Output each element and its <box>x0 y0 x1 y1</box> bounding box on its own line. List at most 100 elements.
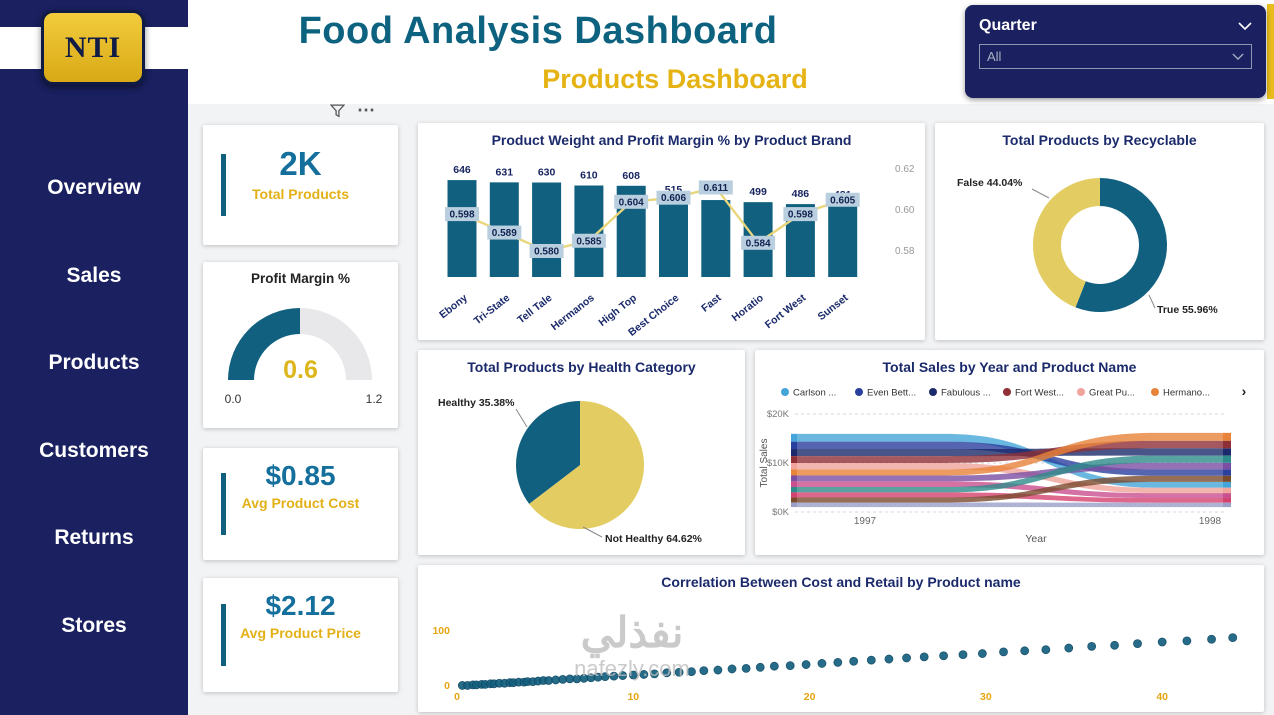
svg-text:0.62: 0.62 <box>895 164 915 175</box>
svg-text:0.58: 0.58 <box>895 246 915 257</box>
gauge-min-label: 0.0 <box>224 392 242 406</box>
scatter-card: Correlation Between Cost and Retail by P… <box>418 565 1264 712</box>
svg-text:499: 499 <box>749 186 767 198</box>
svg-text:40: 40 <box>1156 691 1168 703</box>
svg-text:Hermanos: Hermanos <box>549 292 597 333</box>
svg-text:Horatio: Horatio <box>730 292 766 324</box>
svg-text:Fort West...: Fort West... <box>1015 388 1064 399</box>
kpi-value-avg-cost: $0.85 <box>265 460 336 491</box>
svg-text:0.589: 0.589 <box>492 228 517 239</box>
kpi-value-total-products: 2K <box>279 145 322 182</box>
page-subtitle: Products Dashboard <box>542 64 808 94</box>
chevron-down-icon[interactable] <box>1238 22 1252 30</box>
kpi-accent-bar <box>221 154 226 216</box>
gauge-title: Profit Margin % <box>250 271 350 286</box>
gauge-value: 0.6 <box>283 356 318 384</box>
svg-text:Carlson ...: Carlson ... <box>793 388 836 399</box>
sidebar-item-overview[interactable]: Overview <box>47 176 141 199</box>
svg-text:Great Pu...: Great Pu... <box>1089 388 1135 399</box>
svg-text:Tri-State: Tri-State <box>472 292 513 327</box>
filter-icon[interactable] <box>330 103 345 118</box>
svg-text:Sunset: Sunset <box>816 292 851 323</box>
svg-text:0.585: 0.585 <box>576 236 601 247</box>
profit-margin-gauge[interactable] <box>203 296 398 428</box>
slicer-dropdown[interactable]: All <box>979 44 1252 69</box>
kpi-label-total-products: Total Products <box>252 186 349 202</box>
visual-header: ⋯ <box>330 100 375 120</box>
sales-ribbon-chart[interactable]: $20K $10K $0K Total Sales 1997 1998 Year Carlso… <box>755 350 1264 555</box>
header: Food Analysis Dashboard Products Dashboa… <box>188 0 1274 104</box>
svg-text:Ebony: Ebony <box>437 292 470 321</box>
svg-text:0.606: 0.606 <box>661 193 686 204</box>
svg-text:Fabulous ...: Fabulous ... <box>941 388 991 399</box>
sidebar-item-customers[interactable]: Customers <box>39 439 149 462</box>
svg-text:True 55.96%: True 55.96% <box>1157 304 1218 316</box>
svg-text:Fast: Fast <box>699 292 724 315</box>
svg-text:30: 30 <box>980 691 992 703</box>
kpi-label-avg-cost: Avg Product Cost <box>241 495 360 511</box>
more-options-icon[interactable]: ⋯ <box>357 100 375 120</box>
logo: NTI <box>41 10 145 85</box>
svg-text:Tell Tale: Tell Tale <box>515 292 554 326</box>
svg-text:Not Healthy 64.62%: Not Healthy 64.62% <box>605 533 703 545</box>
recyclable-donut-chart[interactable]: False 44.04% True 55.96% <box>935 123 1264 340</box>
svg-text:100: 100 <box>432 625 450 637</box>
health-pie-chart[interactable]: Healthy 35.38% Not Healthy 64.62% <box>418 350 745 555</box>
kpi-value-avg-price: $2.12 <box>265 590 336 621</box>
svg-text:Fort West: Fort West <box>763 292 809 331</box>
svg-text:0.598: 0.598 <box>788 210 813 221</box>
svg-text:1997: 1997 <box>854 516 877 527</box>
svg-text:0: 0 <box>444 680 450 692</box>
svg-text:Healthy 35.38%: Healthy 35.38% <box>438 397 515 409</box>
sidebar-item-returns[interactable]: Returns <box>54 526 134 549</box>
svg-text:10: 10 <box>627 691 639 703</box>
kpi-accent-bar <box>221 473 226 535</box>
svg-text:$10K: $10K <box>767 458 790 469</box>
cost-retail-scatter-chart[interactable]: 0 10 20 30 40 0 100 <box>418 565 1264 712</box>
health-pie-card: Total Products by Health Category Health… <box>418 350 745 555</box>
sidebar-item-sales[interactable]: Sales <box>66 264 122 287</box>
svg-text:0.605: 0.605 <box>830 195 855 206</box>
svg-text:0.611: 0.611 <box>704 183 729 194</box>
donut-chart-title: Total Products by Recyclable <box>1002 132 1197 148</box>
svg-text:Hermano...: Hermano... <box>1163 388 1210 399</box>
combo-chart-title: Product Weight and Profit Margin % by Pr… <box>491 132 852 148</box>
sidebar-item-stores[interactable]: Stores <box>61 614 127 637</box>
svg-text:0: 0 <box>454 691 460 703</box>
scatter-chart-title: Correlation Between Cost and Retail by P… <box>661 574 1021 590</box>
svg-text:Total Sales: Total Sales <box>759 439 770 488</box>
kpi-card-avg-product-price: $2.12 Avg Product Price <box>203 578 398 692</box>
svg-text:0.60: 0.60 <box>895 205 915 216</box>
kpi-label-avg-price: Avg Product Price <box>240 625 361 641</box>
svg-text:0.598: 0.598 <box>449 210 474 221</box>
slicer-value: All <box>987 49 1002 64</box>
kpi-accent-bar <box>221 604 226 666</box>
sidebar-item-products[interactable]: Products <box>48 351 140 374</box>
chevron-down-icon <box>1232 53 1244 60</box>
combo-chart[interactable]: 0.62 0.60 0.58 646 Ebony 631 Tri-State 630 Tell … <box>418 123 925 340</box>
svg-text:0.584: 0.584 <box>746 238 771 249</box>
slicer-label: Quarter <box>979 17 1037 34</box>
svg-text:›: › <box>1242 383 1247 399</box>
svg-text:$20K: $20K <box>767 409 790 420</box>
svg-text:486: 486 <box>792 188 810 200</box>
sales-ribbon-card: Total Sales by Year and Product Name $20… <box>755 350 1264 555</box>
svg-text:631: 631 <box>496 166 514 178</box>
ribbon-chart-title: Total Sales by Year and Product Name <box>882 359 1137 375</box>
svg-text:0.580: 0.580 <box>534 247 559 258</box>
page-title: Food Analysis Dashboard <box>298 10 778 52</box>
sidebar: NTI Overview Sales Products Customers Re… <box>0 0 213 715</box>
kpi-card-total-products: 2K Total Products <box>203 125 398 245</box>
svg-text:610: 610 <box>580 170 598 182</box>
svg-text:20: 20 <box>804 691 816 703</box>
combo-chart-card: Product Weight and Profit Margin % by Pr… <box>418 123 925 340</box>
svg-text:608: 608 <box>622 170 640 182</box>
svg-text:Year: Year <box>1025 533 1047 545</box>
svg-text:646: 646 <box>453 164 471 176</box>
gold-accent-edge <box>1267 4 1274 99</box>
gauge-card-profit-margin: Profit Margin % 0.6 0.0 1.2 <box>203 262 398 428</box>
kpi-card-avg-product-cost: $0.85 Avg Product Cost <box>203 448 398 560</box>
svg-text:$0K: $0K <box>772 507 790 518</box>
gauge-max-label: 1.2 <box>365 392 383 406</box>
